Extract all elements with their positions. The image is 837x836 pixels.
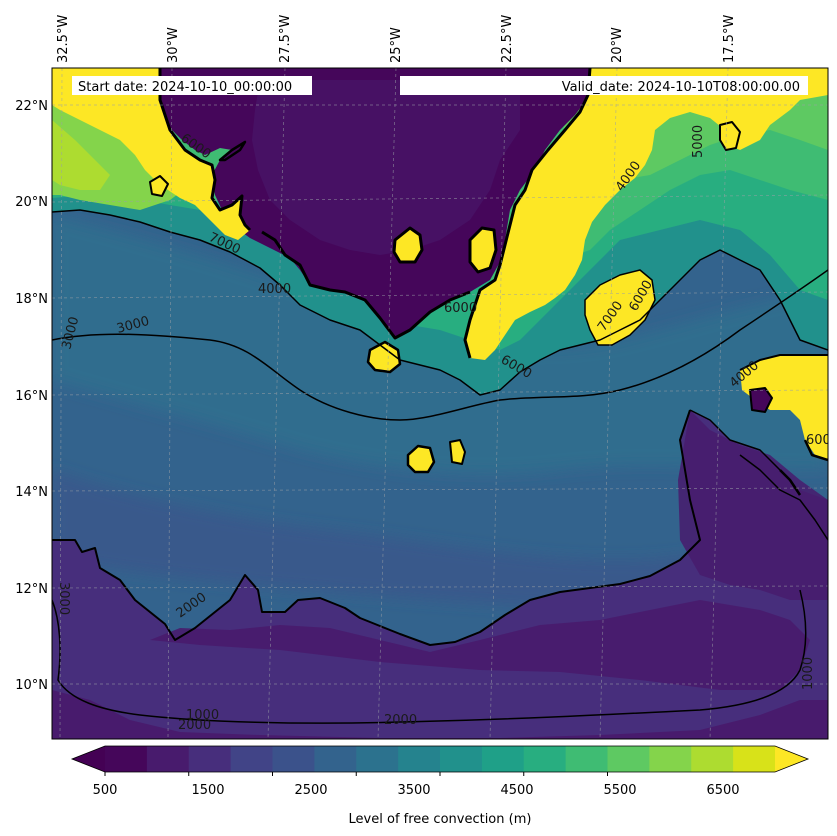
colorbar-swatch — [523, 746, 567, 772]
contour-label: 2000 — [384, 713, 417, 728]
colorbar-tick: 3500 — [397, 783, 430, 798]
colorbar-tick: 2500 — [294, 783, 327, 798]
colorbar-swatch — [565, 746, 608, 772]
valid-date-text: Valid_date: 2024-10-10T08:00:00.00 — [562, 80, 800, 95]
contour-label: 2000 — [178, 718, 211, 733]
colorbar-swatch — [356, 746, 399, 772]
colorbar-ticks: 500 1500 2500 3500 4500 5500 6500 — [93, 783, 740, 798]
contour-label: 6000 — [444, 301, 477, 316]
map-panel: 4000 3000 3000 7000 2000 1000 2000 2000 … — [52, 68, 837, 739]
colorbar — [70, 745, 810, 776]
contour-label: 4000 — [258, 282, 291, 297]
lon-label: 22.5°W — [500, 15, 515, 63]
latitude-labels: 22°N 20°N 18°N 16°N 14°N 12°N 10°N — [15, 99, 48, 693]
valid-date-box — [400, 76, 808, 95]
colorbar-tick: 4500 — [500, 783, 533, 798]
colorbar-swatch — [398, 746, 441, 772]
map-frame — [51, 67, 829, 740]
colorbar-swatch — [607, 746, 650, 772]
colorbar-swatch — [314, 746, 357, 772]
lat-label: 12°N — [15, 582, 48, 597]
colorbar-swatch — [230, 746, 273, 772]
colorbar-swatch — [146, 746, 190, 772]
lat-label: 10°N — [15, 678, 48, 693]
lon-label: 25°W — [389, 27, 404, 63]
colorbar-tick: 5500 — [603, 783, 636, 798]
lon-label: 30°W — [166, 27, 181, 63]
contour-label: 3000 — [56, 582, 71, 615]
colorbar-extend-low — [72, 746, 105, 772]
start-date-text: Start date: 2024-10-10_00:00:00 — [78, 80, 292, 95]
colorbar-swatch — [691, 746, 734, 772]
lon-label: 20°W — [610, 27, 625, 63]
colorbar-swatch — [481, 746, 525, 772]
lat-label: 16°N — [15, 389, 48, 404]
colorbar-swatch — [733, 746, 776, 772]
contour-label: 1000 — [186, 708, 219, 723]
colorbar-extend-high — [775, 746, 808, 772]
lat-label: 14°N — [15, 485, 48, 500]
lat-label: 22°N — [15, 99, 48, 114]
colorbar-swatch — [440, 746, 483, 772]
start-date-box — [72, 76, 312, 95]
colorbar-swatch — [649, 746, 692, 772]
colorbar-swatch — [272, 746, 315, 772]
colorbar-tick: 1500 — [191, 783, 224, 798]
colorbar-tick: 6500 — [706, 783, 739, 798]
contour-label: 5000 — [691, 125, 706, 158]
lon-label: 27.5°W — [278, 15, 293, 63]
contour-label: 6000 — [806, 433, 837, 448]
colorbar-label: Level of free convection (m) — [349, 812, 532, 827]
contour-label: 1000 — [801, 657, 816, 690]
lon-label: 32.5°W — [56, 15, 71, 63]
lat-label: 20°N — [15, 195, 48, 210]
longitude-labels: 32.5°W 30°W 27.5°W 25°W 22.5°W 20°W 17.5… — [56, 15, 737, 63]
lat-label: 18°N — [15, 292, 48, 307]
colorbar-swatch — [105, 746, 148, 772]
colorbar-swatch — [188, 746, 232, 772]
colorbar-tick: 500 — [93, 783, 118, 798]
lon-label: 17.5°W — [722, 15, 737, 63]
